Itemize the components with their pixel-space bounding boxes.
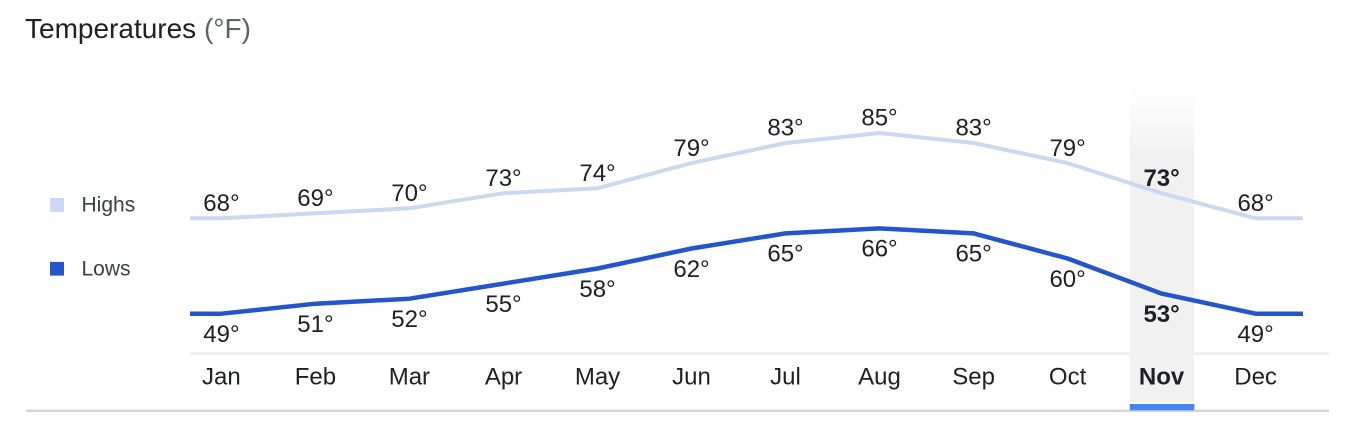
svg-text:Oct: Oct bbox=[1049, 364, 1087, 391]
svg-text:74°: 74° bbox=[579, 160, 615, 187]
svg-text:65°: 65° bbox=[767, 241, 803, 268]
svg-text:Aug: Aug bbox=[858, 364, 901, 391]
svg-text:May: May bbox=[575, 364, 620, 391]
svg-text:85°: 85° bbox=[861, 105, 897, 132]
svg-text:Apr: Apr bbox=[485, 364, 522, 391]
svg-text:83°: 83° bbox=[955, 115, 991, 142]
svg-text:52°: 52° bbox=[391, 306, 427, 333]
svg-text:62°: 62° bbox=[673, 256, 709, 283]
svg-text:55°: 55° bbox=[485, 291, 521, 318]
svg-text:83°: 83° bbox=[767, 115, 803, 142]
svg-text:51°: 51° bbox=[297, 311, 333, 338]
svg-text:Jul: Jul bbox=[770, 364, 801, 391]
svg-text:79°: 79° bbox=[1049, 135, 1085, 162]
svg-text:65°: 65° bbox=[955, 241, 991, 268]
svg-text:68°: 68° bbox=[203, 190, 239, 217]
svg-text:Jun: Jun bbox=[672, 364, 711, 391]
svg-text:58°: 58° bbox=[579, 276, 615, 303]
svg-text:73°: 73° bbox=[485, 165, 521, 192]
svg-text:Jan: Jan bbox=[202, 364, 241, 391]
svg-text:Highs: Highs bbox=[82, 193, 136, 216]
svg-text:49°: 49° bbox=[1237, 321, 1273, 348]
svg-text:66°: 66° bbox=[861, 236, 897, 263]
svg-text:60°: 60° bbox=[1049, 266, 1085, 293]
svg-text:Mar: Mar bbox=[389, 364, 430, 391]
svg-text:79°: 79° bbox=[673, 135, 709, 162]
svg-text:49°: 49° bbox=[203, 321, 239, 348]
svg-text:Nov: Nov bbox=[1139, 364, 1185, 391]
svg-text:Temperatures (°F): Temperatures (°F) bbox=[25, 13, 251, 44]
svg-text:69°: 69° bbox=[297, 185, 333, 212]
svg-text:68°: 68° bbox=[1237, 190, 1273, 217]
svg-text:Lows: Lows bbox=[82, 257, 131, 280]
svg-text:70°: 70° bbox=[391, 180, 427, 207]
svg-text:Dec: Dec bbox=[1234, 364, 1277, 391]
svg-text:73°: 73° bbox=[1143, 165, 1179, 192]
svg-text:Feb: Feb bbox=[295, 364, 336, 391]
svg-text:53°: 53° bbox=[1143, 301, 1179, 328]
svg-text:Sep: Sep bbox=[952, 364, 995, 391]
